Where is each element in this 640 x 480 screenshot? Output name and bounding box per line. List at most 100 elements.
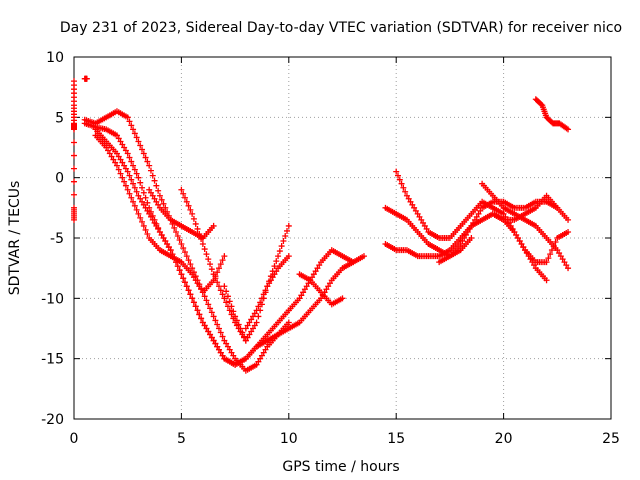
data-point <box>83 75 90 82</box>
data-point <box>303 283 310 290</box>
data-point <box>473 213 480 220</box>
data-point <box>257 299 264 306</box>
data-marks <box>71 75 572 374</box>
data-point <box>463 231 470 238</box>
data-point <box>514 235 521 241</box>
data-point <box>142 204 149 211</box>
data-point <box>421 222 428 229</box>
data-point <box>121 162 128 169</box>
data-point <box>192 277 199 284</box>
data-point <box>217 287 224 294</box>
data-point <box>140 222 147 229</box>
data-point <box>131 130 138 137</box>
data-point <box>119 141 126 148</box>
data-point <box>223 340 230 347</box>
data-point <box>511 228 518 235</box>
data-point <box>257 355 264 362</box>
data-point <box>139 218 146 225</box>
data-point <box>548 247 555 254</box>
data-point <box>201 322 208 329</box>
data-point <box>298 292 305 299</box>
y-tick-label: 5 <box>55 110 64 126</box>
data-point <box>228 311 235 318</box>
data-point <box>135 174 142 181</box>
data-point <box>133 170 140 177</box>
data-point <box>176 237 183 244</box>
data-point <box>151 177 158 184</box>
data-point <box>146 162 153 169</box>
data-point <box>223 299 230 306</box>
data-point <box>142 194 149 201</box>
data-point <box>215 283 222 290</box>
data-point <box>151 219 158 226</box>
data-point <box>500 210 507 217</box>
data-point <box>189 210 196 217</box>
data-point <box>128 194 135 201</box>
data-point <box>160 200 167 207</box>
data-point <box>156 228 163 235</box>
data-point <box>189 271 196 278</box>
data-point <box>326 280 333 287</box>
data-point <box>552 239 559 246</box>
data-point <box>561 259 568 266</box>
chart-title: Day 231 of 2023, Sidereal Day-to-day VTE… <box>60 20 622 36</box>
data-point <box>131 202 138 209</box>
data-point <box>180 275 187 282</box>
series-arc-12 <box>81 75 90 82</box>
data-point <box>531 262 538 269</box>
data-point <box>559 256 566 263</box>
data-point <box>142 154 149 161</box>
data-point <box>142 226 149 233</box>
data-point <box>457 241 464 248</box>
data-point <box>471 216 478 223</box>
series-arc-8 <box>242 253 292 332</box>
y-tick-label: -20 <box>41 412 64 428</box>
data-point <box>215 265 222 272</box>
data-point <box>130 180 137 187</box>
data-point <box>223 288 230 295</box>
data-point <box>212 317 219 324</box>
data-point <box>325 283 332 290</box>
data-point <box>219 333 226 340</box>
data-point <box>226 298 233 305</box>
data-point <box>276 248 283 255</box>
data-point <box>194 307 201 314</box>
data-point <box>205 256 212 263</box>
data-point <box>545 255 552 262</box>
data-point <box>241 333 248 340</box>
series-arc-9 <box>285 247 367 314</box>
data-point <box>190 274 197 281</box>
data-point <box>151 195 158 202</box>
data-point <box>185 257 192 264</box>
data-point <box>557 253 564 260</box>
data-point <box>282 232 289 239</box>
data-point <box>198 236 205 243</box>
data-point <box>113 132 120 139</box>
data-point <box>466 225 473 232</box>
data-point <box>189 265 196 272</box>
data-point <box>248 328 255 335</box>
data-point <box>201 293 208 300</box>
data-point <box>235 321 242 328</box>
data-point <box>207 305 214 312</box>
data-point <box>217 349 224 356</box>
data-point <box>144 158 151 165</box>
x-tick-label: 15 <box>387 431 405 447</box>
data-point <box>253 319 260 326</box>
series-arc-19 <box>532 96 572 133</box>
data-point <box>128 158 135 165</box>
data-point <box>314 265 321 272</box>
data-point <box>244 334 251 341</box>
data-point <box>185 202 192 209</box>
data-point <box>246 319 253 326</box>
data-point <box>156 192 163 199</box>
data-point <box>312 268 319 275</box>
y-axis-label: SDTVAR / TECUs <box>7 181 23 296</box>
data-point <box>108 153 115 160</box>
data-point <box>210 222 217 229</box>
data-point <box>468 222 475 229</box>
data-point <box>105 147 112 154</box>
data-point <box>178 186 185 193</box>
data-point <box>144 199 151 206</box>
